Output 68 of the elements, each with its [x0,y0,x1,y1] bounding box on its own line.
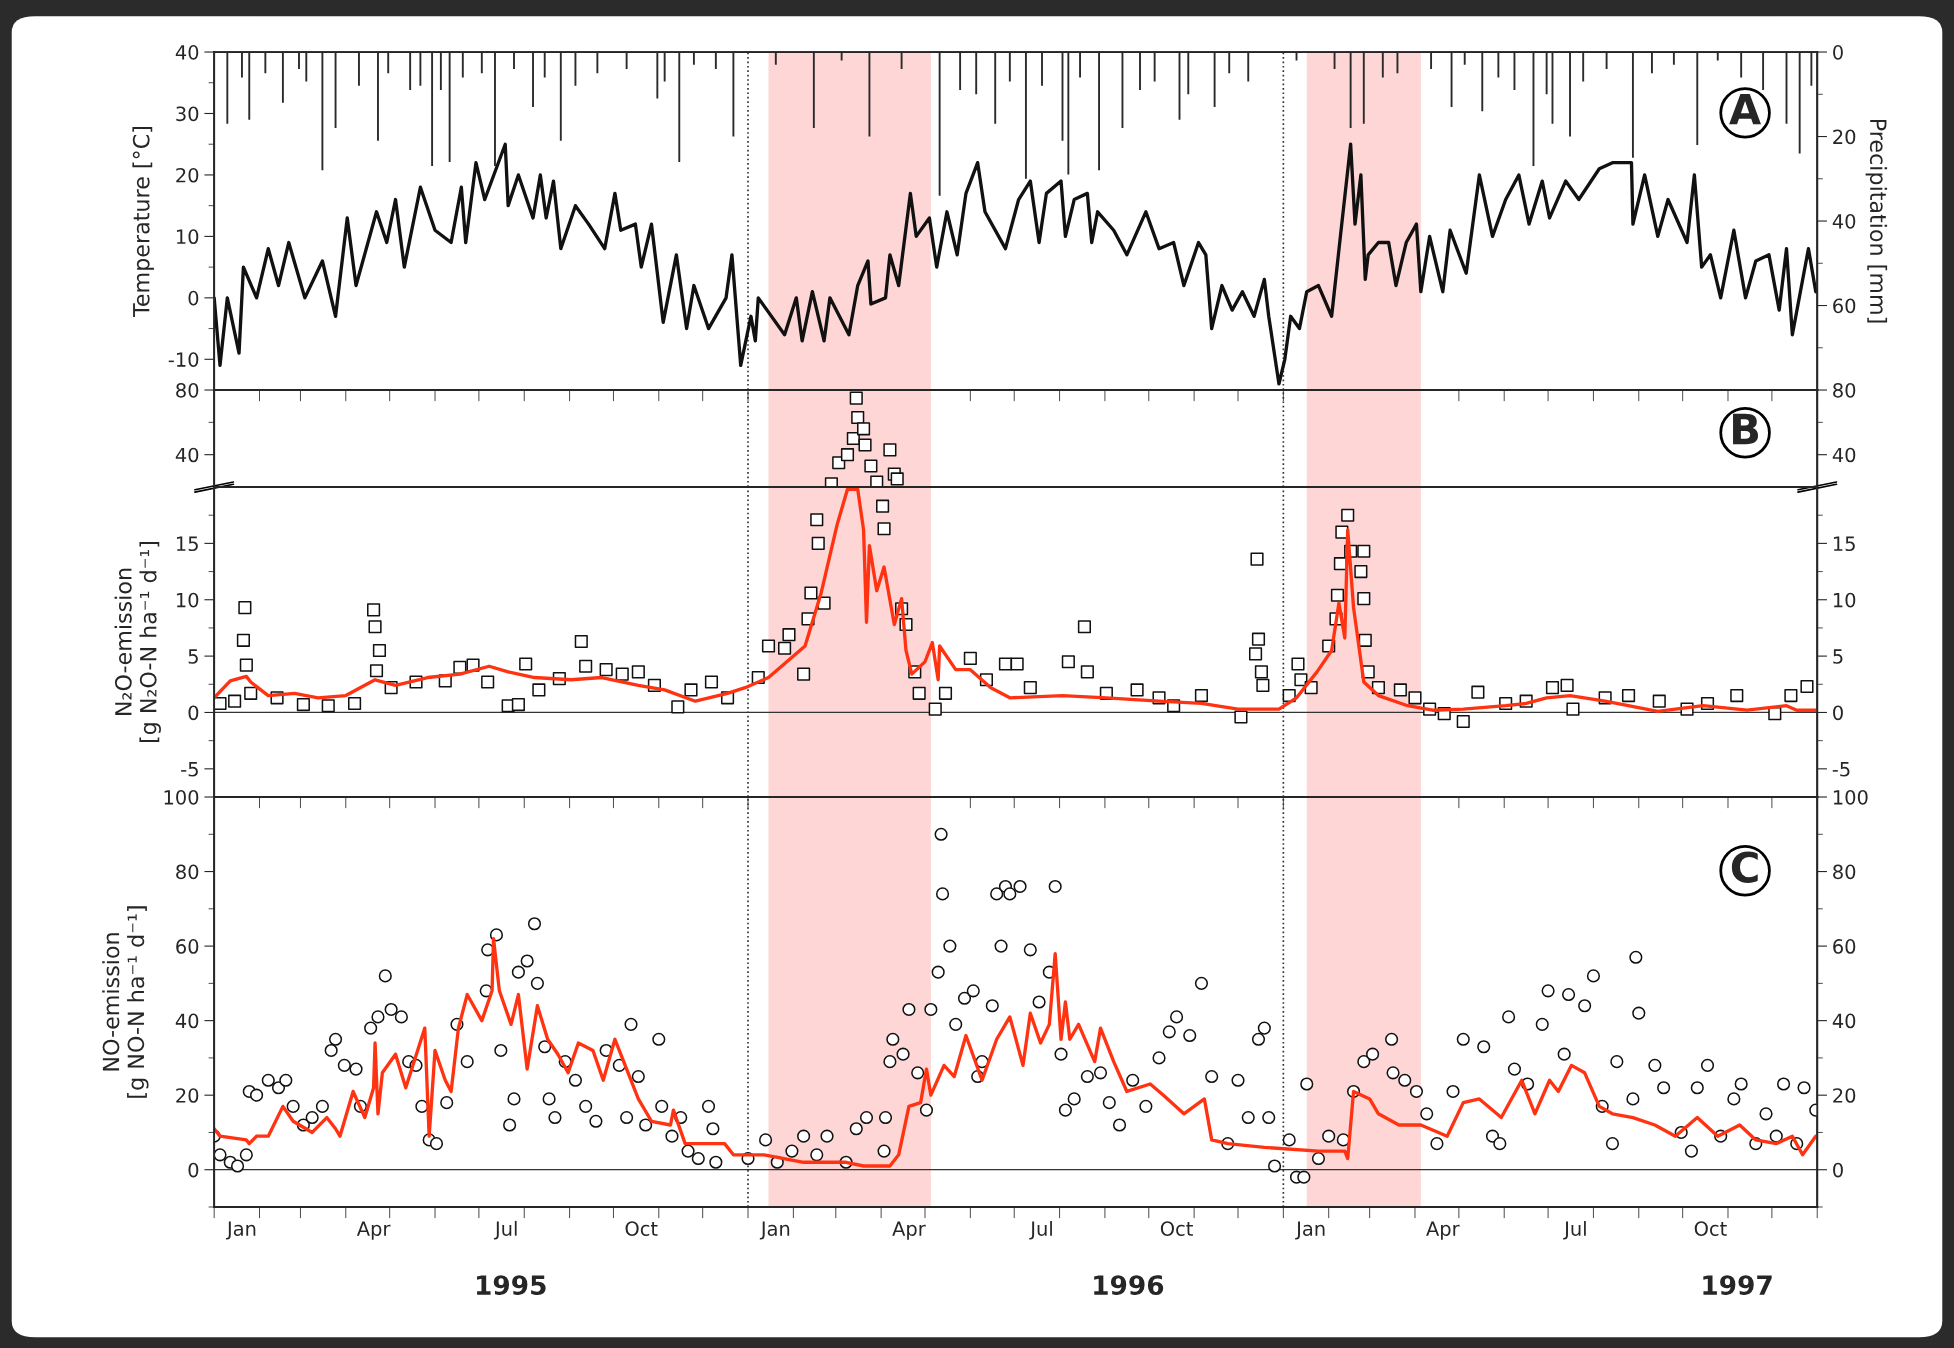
x-tick-label: Jan [225,1221,256,1240]
y2-tick-label: 40 [1832,1013,1856,1029]
x-tick-label: Oct [625,1221,658,1236]
y2-tick-label: 5 [1833,649,1843,664]
y-tick-label: 80 [176,382,199,398]
y-axis-title: NO-emission [g NO-N ha⁻¹ d⁻¹] [102,906,149,1098]
point [858,438,872,452]
line-series [214,142,1818,386]
point [824,477,838,488]
annotation: A [1729,93,1761,125]
x-tick-label: Oct [1160,1221,1193,1236]
y-tick-label: 0 [188,1162,199,1178]
y2-tick-label: 0 [1833,44,1843,60]
y-tick-label: 20 [176,1088,199,1103]
x-tick-label: Jan [1295,1221,1325,1240]
y-tick-label: 20 [176,167,199,183]
y-tick-label: 10 [176,229,199,245]
x-tick-label: Jul [1563,1220,1586,1240]
point [890,472,904,486]
annotation: C [1731,851,1758,883]
y-tick-label: 5 [188,649,198,664]
y2-tick-label: 100 [1833,789,1868,805]
y2-tick-label: 80 [1833,864,1856,880]
y2-axis-title: Precipitation [mm] [1865,119,1888,323]
x-tick-label: Oct [1694,1221,1727,1236]
y-tick-label: 80 [176,864,199,880]
point [849,391,863,405]
x-tick-label: Jul [493,1220,517,1240]
y2-tick-label: -5 [1832,762,1850,777]
y2-tick-label: 20 [1833,1088,1856,1103]
y2-tick-label: 10 [1833,592,1856,608]
y2-tick-label: 40 [1832,213,1856,229]
y-tick-label: 0 [188,290,199,306]
y2-tick-label: 60 [1833,298,1856,314]
y-tick-label: 60 [176,939,199,954]
y-tick-label: -10 [168,352,199,367]
point [856,422,871,436]
y2-tick-label: 0 [1833,1162,1843,1178]
annotation: B [1733,413,1759,445]
x-tick-label: Apr [356,1221,391,1240]
y-tick-label: 100 [164,789,199,805]
x-tick-label: Jul [1029,1220,1052,1240]
point [883,443,897,457]
x-tick-label: Jan [759,1221,790,1240]
point [851,410,865,425]
text: 1996 [1094,1275,1164,1296]
y2-tick-label: 20 [1833,129,1856,145]
y2-tick-label: 40 [1832,447,1856,463]
y2-tick-label: 80 [1833,382,1856,398]
y-tick-label: 0 [188,705,199,721]
point [840,448,855,462]
x-tick-label: Apr [1426,1221,1460,1240]
y-axis-title: Temperature [°C] [132,127,154,317]
y-tick-label: 40 [175,44,199,60]
point [864,459,878,473]
y-tick-label: 40 [175,1013,199,1029]
y-tick-label: -5 [181,762,198,777]
y2-tick-label: 60 [1833,939,1856,954]
y-tick-label: 40 [175,447,199,463]
text: 1995 [476,1275,546,1296]
y2-tick-label: 15 [1833,536,1855,552]
y-tick-label: 30 [176,106,199,122]
y2-tick-label: 0 [1833,705,1843,721]
y-axis-title: N₂O-emission [g N₂O-N ha⁻¹ d⁻¹] [114,541,161,743]
y-tick-label: 15 [176,536,198,552]
y-tick-label: 10 [176,592,199,608]
x-tick-label: Apr [892,1221,926,1240]
text: 1997 [1703,1275,1772,1296]
